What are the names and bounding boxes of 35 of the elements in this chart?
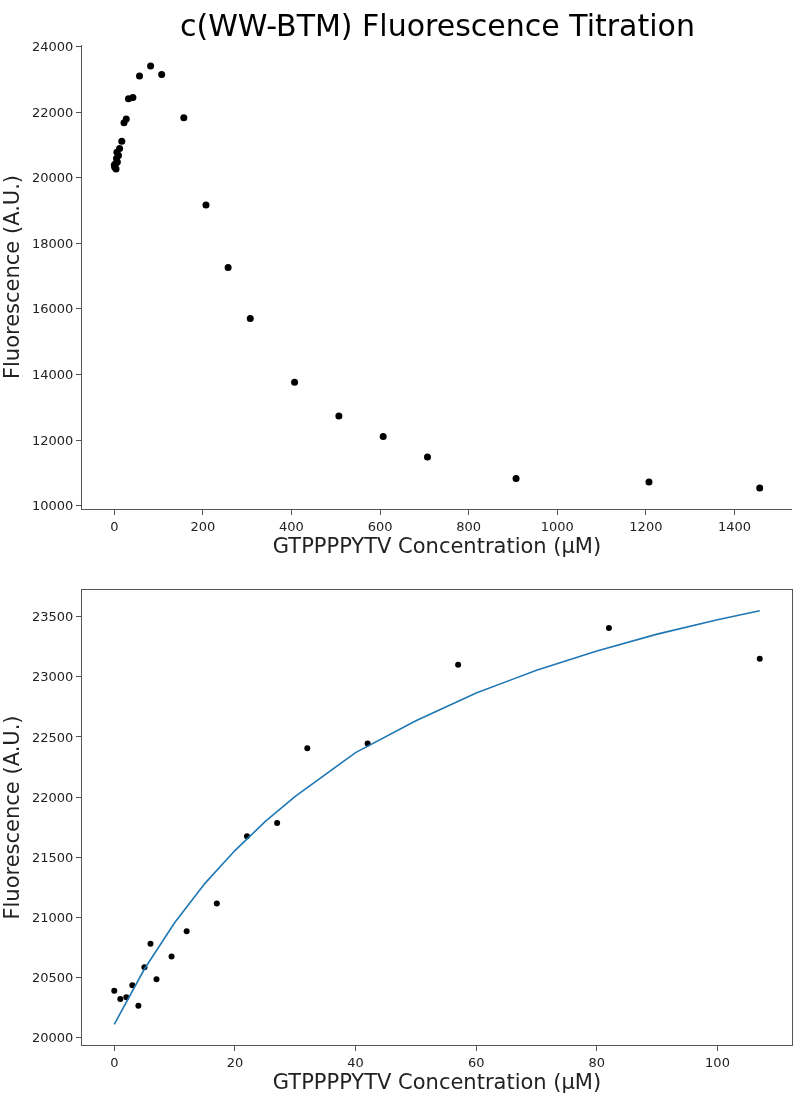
y-tick-label: 20500 (31, 969, 74, 985)
x-tick-label: 800 (456, 518, 482, 534)
x-tick-label: 40 (347, 1054, 364, 1070)
y-tick-label: 18000 (31, 235, 74, 251)
x-tick-label: 1400 (717, 518, 752, 534)
y-tick-label: 21000 (31, 909, 74, 925)
y-tick-label: 12000 (31, 432, 74, 448)
x-axis-title: GTPPPPYTV Concentration (µM) (272, 533, 602, 558)
x-tick-label: 100 (705, 1054, 730, 1070)
y-tick-label: 21500 (31, 849, 74, 865)
y-tick-label: 22500 (31, 729, 74, 745)
y-axis-title: Fluorescence (A.U.) (0, 715, 24, 920)
y-tick-label: 20000 (31, 170, 74, 186)
y-tick-label: 16000 (31, 301, 74, 317)
x-axis-title: GTPPPPYTV Concentration (µM) (272, 1069, 602, 1094)
x-tick-label: 20 (226, 1054, 244, 1070)
x-tick-label: 600 (367, 518, 393, 534)
x-tick-label: 400 (279, 518, 304, 534)
x-tick-label: 200 (190, 518, 216, 534)
y-axis-title: Fluorescence (A.U.) (0, 174, 24, 380)
x-tick-label: 0 (110, 518, 119, 534)
y-tick-label: 23500 (31, 609, 74, 625)
x-tick-label: 0 (110, 1054, 119, 1070)
y-tick-label: 14000 (31, 367, 74, 383)
y-tick-label: 22000 (31, 789, 74, 805)
y-tick-label: 22000 (31, 104, 74, 120)
chart-title: c(WW-BTM) Fluorescence Titration (180, 8, 695, 43)
y-tick-label: 20000 (31, 1030, 74, 1046)
x-tick-label: 80 (588, 1054, 606, 1070)
x-tick-label: 1200 (629, 518, 663, 534)
y-tick-label: 24000 (31, 39, 74, 55)
x-tick-label: 1000 (540, 518, 574, 534)
x-tick-label: 60 (467, 1054, 485, 1070)
y-tick-label: 10000 (31, 498, 74, 514)
y-tick-label: 23000 (31, 669, 74, 685)
